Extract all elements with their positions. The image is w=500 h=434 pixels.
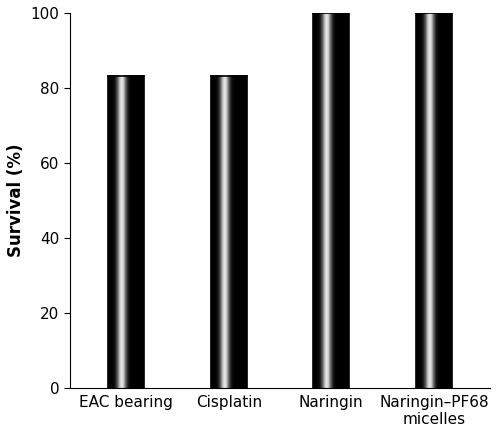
Y-axis label: Survival (%): Survival (%): [7, 144, 25, 257]
